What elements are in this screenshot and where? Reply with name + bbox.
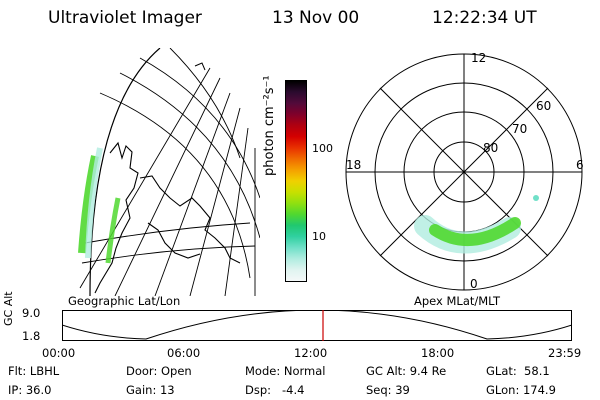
status-filter: Flt: LBHL <box>8 364 60 378</box>
mlat-label-60: 60 <box>536 99 551 113</box>
observation-date: 13 Nov 00 <box>272 8 360 28</box>
lon-line <box>154 92 231 296</box>
mlt-label-0: 0 <box>470 277 478 291</box>
coastline <box>139 175 241 264</box>
instrument-title: Ultraviolet Imager <box>48 8 202 28</box>
lat-arc <box>169 48 241 159</box>
lon-line <box>114 77 221 296</box>
lat-arc <box>119 72 260 239</box>
status-dsp: Dsp: -4.4 <box>245 383 305 397</box>
timeline-xtick-2359: 23:59 <box>548 346 582 360</box>
aurora-emission-geo <box>78 147 121 264</box>
status-gc-alt: GC Alt: 9.4 Re <box>366 364 447 378</box>
timeline-axis-label: GC Alt <box>2 291 15 326</box>
polar-panel-label: Apex MLat/MLT <box>414 294 501 308</box>
gc-altitude-curve <box>62 310 572 340</box>
polar-plot: 12 18 6 0 60 70 80 <box>345 51 584 291</box>
status-glat: GLat: 58.1 <box>486 364 550 378</box>
timeline-xtick-0000: 00:00 <box>42 346 76 360</box>
status-seq: Seq: 39 <box>366 383 410 397</box>
colorbar <box>285 80 307 282</box>
colorbar-tick-100: 100 <box>312 142 333 155</box>
lon-line <box>79 67 211 289</box>
lat-line <box>81 245 256 264</box>
coastline <box>147 222 201 259</box>
earth-limb <box>89 48 161 296</box>
timeline-xtick-1200: 12:00 <box>294 346 328 360</box>
lat-line <box>84 222 251 244</box>
mlat-label-80: 80 <box>483 141 498 155</box>
geographic-map <box>78 48 260 296</box>
timeline-plot <box>62 310 572 341</box>
status-glon: GLon: 174.9 <box>486 383 556 397</box>
colorbar-tick-10: 10 <box>312 230 326 243</box>
lon-line <box>189 107 241 296</box>
lat-arc <box>139 57 260 199</box>
coastline <box>94 141 139 294</box>
lon-line <box>224 127 249 296</box>
timeline-xtick-0600: 06:00 <box>167 346 201 360</box>
meridian-diag <box>379 87 549 257</box>
mlat-label-70: 70 <box>512 122 527 136</box>
status-gain: Gain: 13 <box>126 383 175 397</box>
coastline <box>194 62 206 71</box>
status-door: Door: Open <box>126 364 192 378</box>
mlt-label-18: 18 <box>346 158 361 172</box>
aurora-emission-polar <box>414 195 539 254</box>
status-mode: Mode: Normal <box>245 364 326 378</box>
observation-time: 12:22:34 UT <box>432 8 537 28</box>
colorbar-unit-label: photon cm⁻²s⁻¹ <box>262 75 277 176</box>
timeline-ytick-9: 9.0 <box>22 306 41 320</box>
mlt-label-12: 12 <box>471 51 486 65</box>
status-ip: IP: 36.0 <box>8 383 52 397</box>
timeline-xtick-1800: 18:00 <box>421 346 455 360</box>
mlt-label-6: 6 <box>576 158 584 172</box>
geographic-panel-label: Geographic Lat/Lon <box>68 294 181 308</box>
timeline-ytick-1-8: 1.8 <box>22 329 41 343</box>
